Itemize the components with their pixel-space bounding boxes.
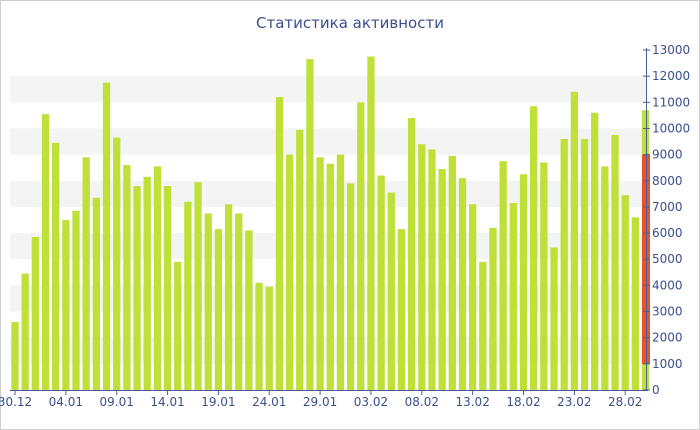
x-tick-label: 04.01 [49, 395, 83, 409]
bar [214, 229, 223, 390]
chart-title: Статистика активности [256, 14, 444, 32]
y-tick-label: 4000 [652, 278, 683, 292]
bar [163, 186, 172, 390]
bar [611, 135, 619, 390]
bar [153, 166, 162, 390]
bar [346, 183, 355, 390]
bar [224, 204, 233, 390]
bar [448, 155, 456, 390]
bar [336, 154, 345, 390]
bar [62, 220, 70, 390]
bar [489, 227, 497, 390]
bar [540, 162, 548, 390]
bar [275, 97, 284, 391]
bar [367, 56, 375, 391]
bar [377, 175, 385, 390]
bar [102, 82, 111, 390]
x-tick-label: 08.02 [405, 395, 439, 409]
bar [560, 138, 568, 390]
bar [428, 149, 436, 390]
bar [113, 137, 121, 390]
x-tick-label: 13.02 [455, 395, 489, 409]
bar [479, 261, 487, 390]
bar [357, 102, 365, 391]
bar [519, 174, 528, 390]
bar [326, 163, 334, 390]
x-tick-label: 18.02 [506, 395, 540, 409]
bar [285, 154, 294, 390]
bar [174, 261, 182, 390]
y-tick-label: 12000 [652, 69, 690, 83]
bar [306, 59, 314, 391]
bar [255, 282, 263, 390]
y-tick-label: 13000 [652, 43, 690, 57]
x-ticks-group: 30.12 04.01 09.01 14.01 19.01 24.01 29.01 03.02… [0, 390, 642, 409]
y-tick-label: 2000 [652, 331, 683, 345]
bar [41, 114, 50, 391]
bar [82, 157, 90, 390]
y-tick-label: 5000 [652, 252, 683, 266]
bar [123, 165, 131, 390]
bar [92, 197, 101, 390]
y-tick-label: 9000 [652, 148, 683, 162]
bar [143, 176, 151, 390]
bar [316, 157, 324, 390]
bar [591, 112, 599, 391]
bar [458, 178, 467, 390]
y-tick-label: 6000 [652, 226, 683, 240]
grid-band [10, 76, 646, 103]
bar [11, 322, 19, 390]
y-tick-label: 7000 [652, 200, 683, 214]
bar [31, 237, 39, 390]
bar [601, 166, 609, 390]
bar [397, 229, 406, 390]
y-tick-label: 8000 [652, 174, 683, 188]
y-tick-label: 11000 [652, 95, 690, 109]
x-tick-label: 30.12 [0, 395, 32, 409]
bar [580, 138, 589, 390]
bar [133, 186, 141, 390]
x-tick-label: 23.02 [557, 395, 591, 409]
bar [438, 169, 446, 390]
x-tick-label: 28.02 [608, 395, 642, 409]
bar [21, 273, 29, 390]
bar [387, 192, 395, 390]
bar [530, 106, 538, 390]
bar [184, 201, 192, 390]
bar [550, 247, 558, 390]
y-tick-label: 0 [652, 383, 660, 397]
y-ticks-group: 0 1000 2000 3000 4000 5000 6000 7000 8000 9000 100… [643, 43, 690, 397]
bar [265, 286, 273, 390]
bar [194, 182, 202, 390]
bar [235, 213, 243, 390]
x-tick-label: 24.01 [252, 395, 286, 409]
bar [570, 91, 578, 390]
bar [631, 217, 640, 390]
bar [245, 230, 253, 390]
bar [509, 203, 517, 390]
bar [499, 161, 507, 390]
bar [72, 210, 80, 390]
bar [621, 195, 629, 390]
bar [469, 204, 477, 390]
y-tick-label: 3000 [652, 305, 683, 319]
bar [296, 129, 304, 390]
bars-group [11, 56, 650, 391]
y-tick-label: 10000 [652, 121, 690, 135]
bar [204, 213, 212, 390]
bar [418, 144, 426, 390]
bar [407, 118, 416, 390]
x-tick-label: 29.01 [303, 395, 337, 409]
x-tick-label: 03.02 [354, 395, 388, 409]
x-tick-label: 19.01 [201, 395, 235, 409]
x-tick-label: 14.01 [150, 395, 184, 409]
y-tick-label: 1000 [652, 357, 683, 371]
bar [52, 142, 60, 390]
x-tick-label: 09.01 [100, 395, 134, 409]
